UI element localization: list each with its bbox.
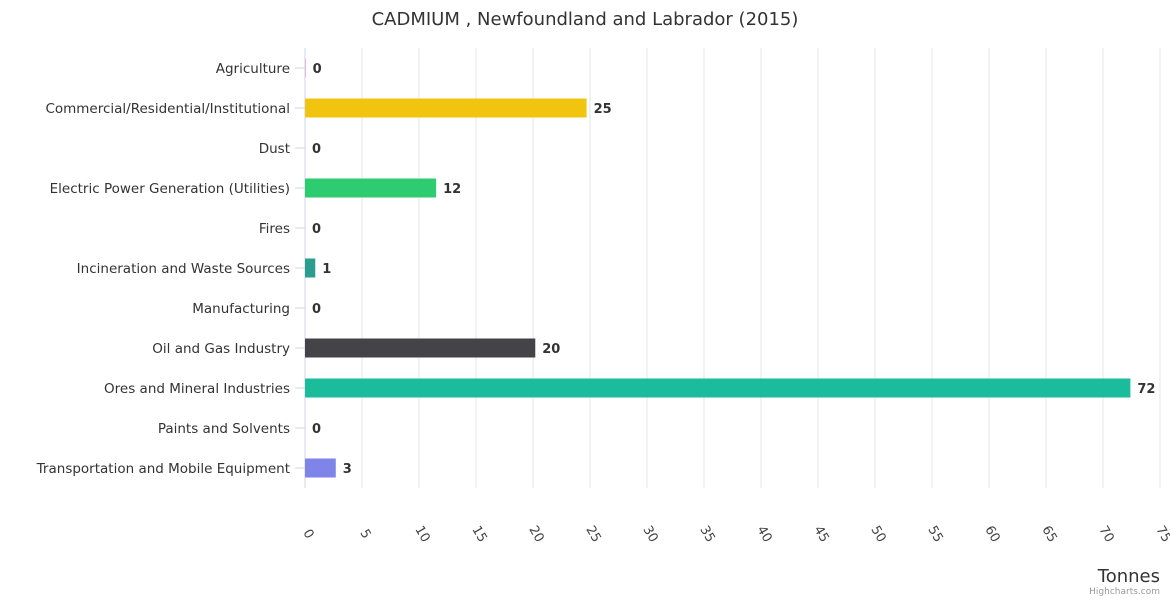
x-tick-label: 20 [525,523,546,545]
category-label: Incineration and Waste Sources [77,261,290,277]
category-labels: Agriculture Commercial/Residential/Instit… [36,61,305,477]
category-label: Transportation and Mobile Equipment [36,461,290,477]
x-tick-label: 55 [924,523,945,545]
data-label: 1 [322,262,331,277]
category-label: Agriculture [216,61,290,77]
bar[interactable] [305,178,437,198]
data-label: 25 [594,102,612,117]
bar[interactable] [305,258,316,278]
x-axis-title: Tonnes [1097,566,1160,587]
x-tick-label: 70 [1095,523,1116,545]
x-axis-tick-labels: 0 5 10 15 20 25 30 35 40 45 50 55 60 65 70 75 [299,523,1170,545]
data-label: 0 [312,222,321,237]
x-tick-label: 10 [411,523,432,545]
credits-link[interactable]: Highcharts.com [1089,587,1160,597]
x-tick-label: 60 [981,523,1002,545]
category-label: Commercial/Residential/Institutional [45,101,290,117]
gridlines [361,48,1161,488]
x-tick-label: 45 [810,523,831,545]
category-label: Electric Power Generation (Utilities) [50,181,290,197]
x-tick-label: 35 [696,523,717,545]
x-tick-label: 30 [639,523,660,545]
bar[interactable] [305,378,1131,398]
bars [305,58,1131,478]
category-label: Ores and Mineral Industries [104,381,290,397]
data-label: 0 [312,142,321,157]
category-label: Paints and Solvents [158,421,290,437]
x-tick-label: 25 [582,523,603,545]
data-label: 0 [312,302,321,317]
data-label: 20 [542,342,560,357]
data-label: 72 [1137,382,1155,397]
bar[interactable] [305,338,536,358]
x-tick-label: 65 [1038,523,1059,545]
bar[interactable] [305,458,336,478]
x-tick-label: 15 [468,523,489,545]
x-tick-label: 50 [867,523,888,545]
x-tick-label: 40 [753,523,774,545]
data-label: 0 [313,62,322,77]
data-label: 3 [343,462,352,477]
category-label: Manufacturing [192,301,290,317]
category-label: Dust [259,141,290,157]
chart-title: CADMIUM , Newfoundland and Labrador (201… [372,9,799,30]
data-label: 0 [312,422,321,437]
data-label: 12 [443,182,461,197]
category-label: Oil and Gas Industry [152,341,290,357]
bar[interactable] [305,98,587,118]
bar[interactable] [305,58,306,78]
category-label: Fires [259,221,290,237]
